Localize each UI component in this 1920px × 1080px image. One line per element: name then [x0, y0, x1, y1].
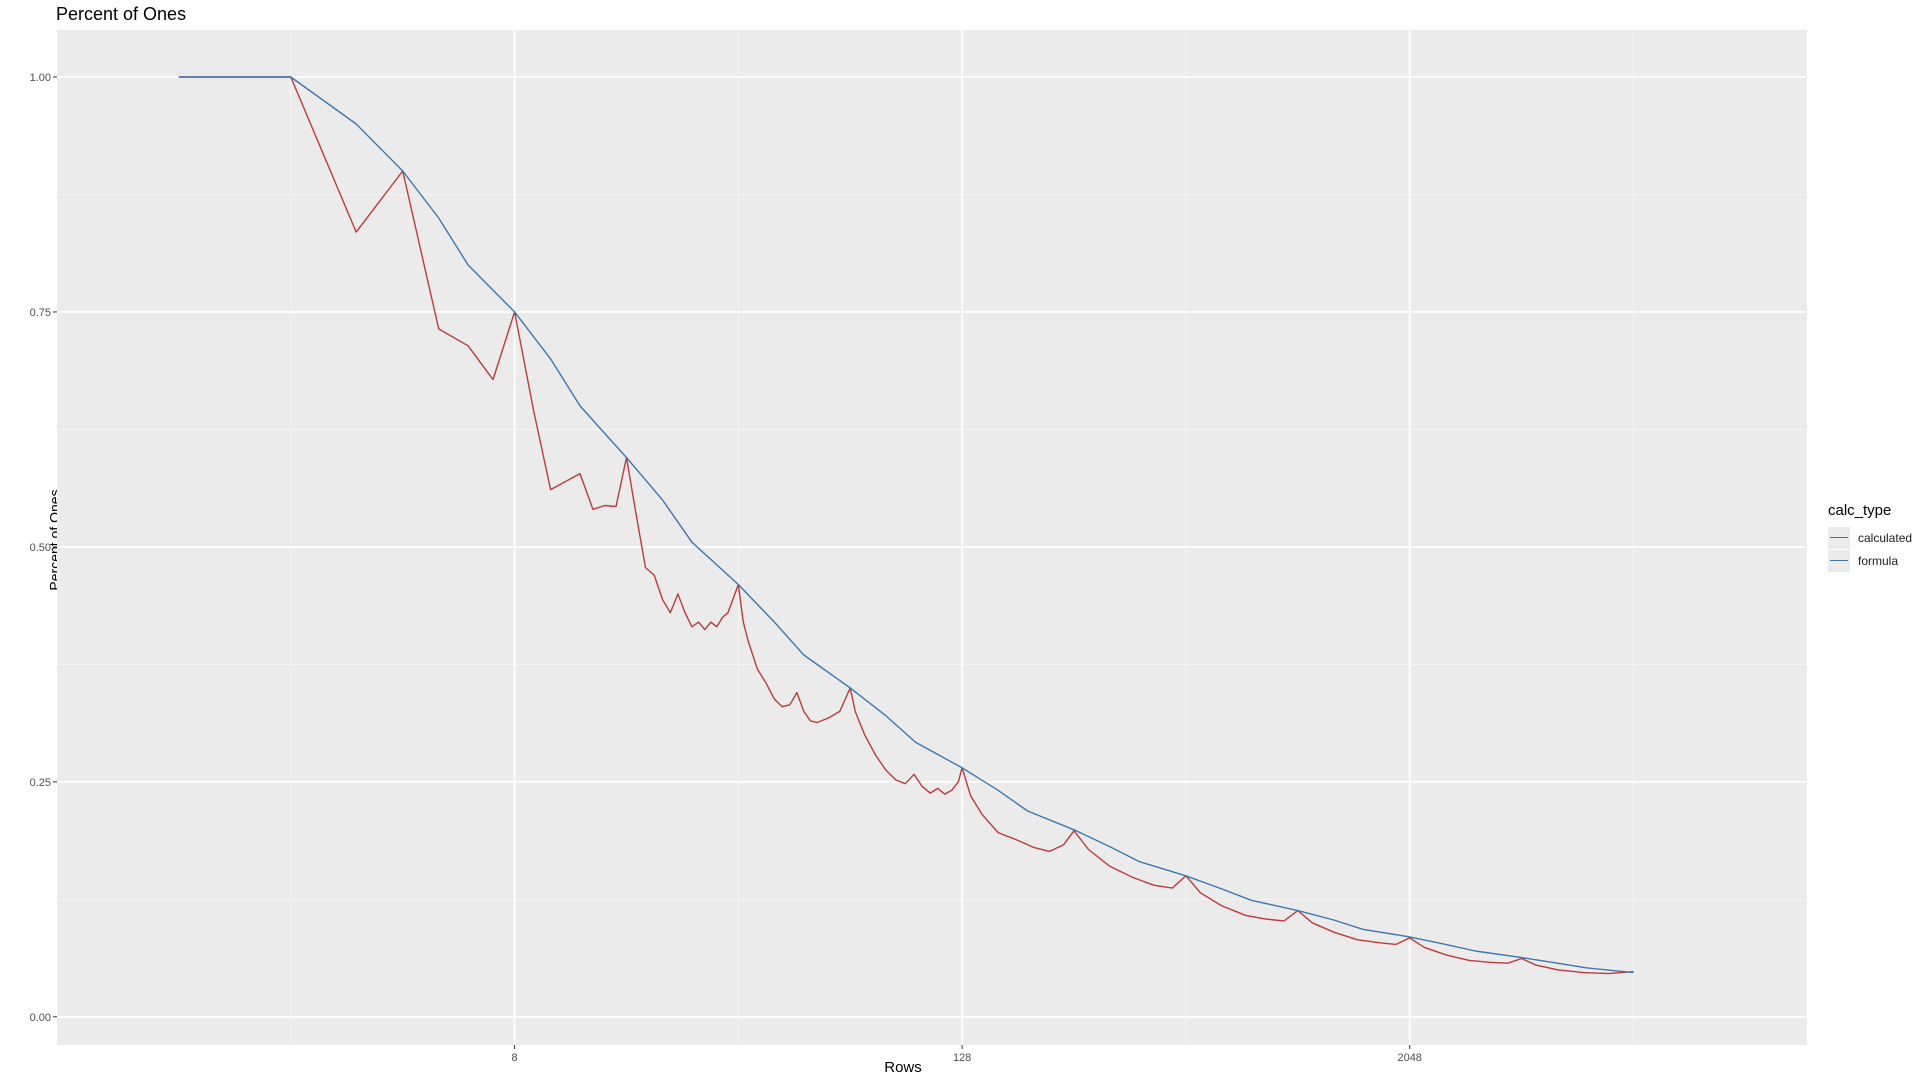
legend: calc_type calculated formula	[1828, 502, 1912, 572]
legend-item-formula: formula	[1828, 549, 1912, 572]
legend-label-calculated: calculated	[1858, 530, 1913, 545]
x-tick-label: 8	[511, 1052, 517, 1064]
legend-title: calc_type	[1828, 502, 1892, 519]
legend-item-calculated: calculated	[1828, 526, 1912, 549]
legend-line-calculated	[1830, 536, 1848, 538]
chart-title: Percent of Ones	[56, 4, 187, 24]
y-tick-label: 0.25	[30, 777, 51, 789]
x-axis-title: Rows	[884, 1059, 922, 1076]
x-tick-label: 2048	[1397, 1052, 1421, 1064]
legend-key-formula	[1828, 549, 1850, 572]
legend-label-formula: formula	[1858, 553, 1899, 568]
series-line-calculated	[178, 76, 1634, 975]
x-tick-label: 128	[953, 1052, 971, 1064]
legend-key-calculated	[1828, 526, 1850, 549]
y-tick-label: 0.50	[30, 542, 51, 554]
legend-line-formula	[1830, 559, 1848, 561]
series-line-formula	[178, 76, 1634, 974]
y-tick-label: 1.00	[30, 72, 51, 84]
plot-panel	[57, 30, 1807, 1045]
y-tick-label: 0.75	[30, 307, 51, 319]
y-tick-label: 0.00	[30, 1012, 51, 1024]
